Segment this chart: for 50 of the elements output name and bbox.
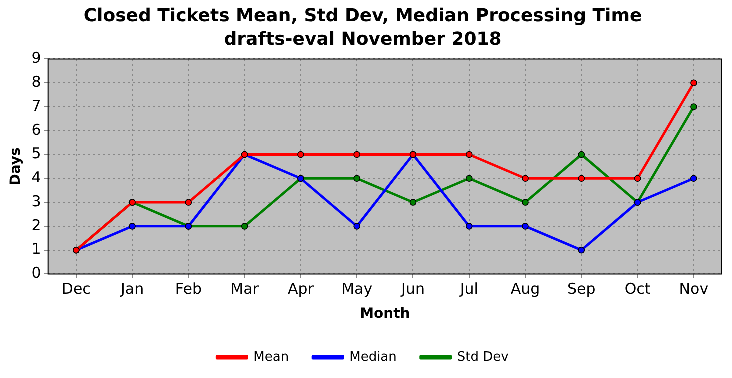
y-tick-label: 5 [32, 144, 42, 163]
x-tick-label: Jun [400, 280, 425, 298]
y-tick-label: 3 [32, 192, 42, 210]
point [466, 223, 473, 230]
point [354, 151, 361, 158]
point [578, 151, 586, 158]
point [354, 223, 361, 230]
x-tick-label: Feb [175, 280, 202, 298]
x-axis-title: Month [360, 306, 410, 322]
y-tick-label: 8 [32, 72, 42, 91]
y-tick-label: 7 [32, 96, 42, 115]
y-tick-label: 0 [32, 264, 42, 282]
x-tick-label: Jan [120, 280, 144, 298]
point [129, 223, 136, 230]
x-tick-label: Oct [624, 280, 651, 298]
x-tick-label: Mar [230, 280, 260, 298]
chart-title: Closed Tickets Mean, Std Dev, Median Processing Time [84, 5, 642, 26]
point [241, 223, 248, 230]
x-tick-label: Aug [510, 280, 540, 298]
x-tick-label: Sep [568, 280, 596, 298]
point [690, 175, 698, 182]
point [522, 175, 529, 182]
y-axis-title: Days [8, 148, 24, 186]
point [298, 151, 304, 158]
legend-label: Std Dev [457, 350, 510, 365]
point [690, 104, 698, 110]
x-tick-label: Nov [679, 280, 709, 298]
y-tick-label: 1 [32, 240, 42, 258]
point [578, 175, 586, 182]
y-tick-label: 9 [32, 49, 42, 68]
point [578, 246, 586, 254]
point [690, 80, 698, 86]
point [410, 199, 417, 206]
point [522, 199, 529, 206]
x-tick-label: Jul [459, 280, 478, 298]
y-tick-label: 4 [32, 168, 42, 187]
point [634, 175, 642, 182]
x-tick-label: Dec [62, 280, 91, 298]
x-tick-label: May [342, 280, 373, 298]
point [466, 175, 473, 182]
x-tick-label: Apr [288, 280, 315, 298]
legend-label: Median [350, 350, 397, 365]
y-tick-label: 6 [32, 120, 42, 139]
point [185, 199, 192, 206]
chart-subtitle: drafts-eval November 2018 [224, 29, 502, 50]
legend-label: Mean [254, 350, 290, 365]
point [466, 151, 473, 158]
y-tick-label: 2 [32, 216, 42, 234]
point [522, 223, 529, 230]
point [354, 175, 361, 182]
